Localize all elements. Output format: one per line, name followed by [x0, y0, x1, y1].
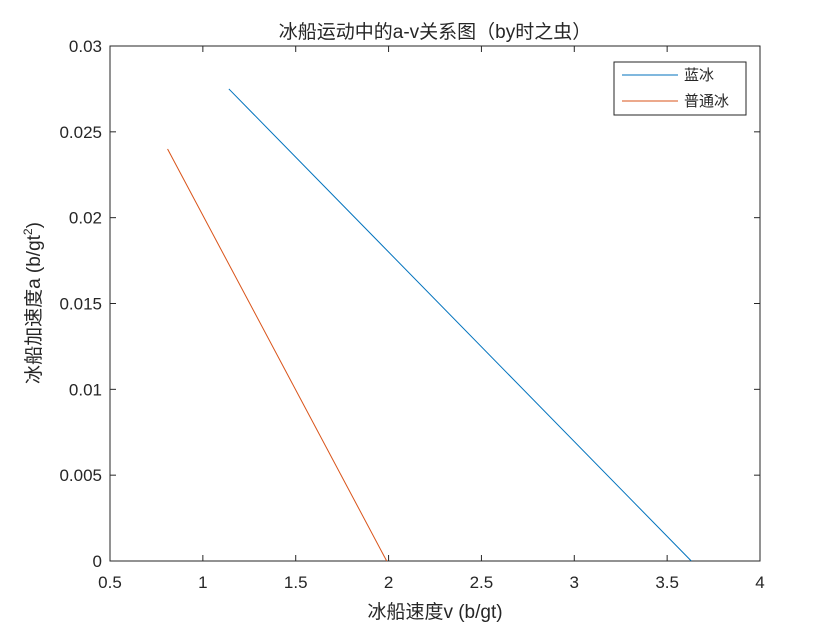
x-tick-label: 3.5 — [655, 573, 679, 592]
legend-box — [613, 61, 747, 116]
series-line-normal-ice — [167, 148, 388, 562]
series-group — [167, 88, 692, 562]
y-axis-title: 冰船加速度a (b/gt2) — [21, 222, 45, 384]
chart-title: 冰船运动中的a-v关系图（by时之虫） — [279, 21, 591, 43]
x-axis-title: 冰船速度v (b/gt) — [367, 601, 502, 623]
x-tick-label: 0.5 — [98, 573, 122, 592]
y-tick-label: 0 — [93, 552, 102, 571]
x-tick-label: 4 — [755, 573, 764, 592]
y-axis-ticks: 0 0.005 0.01 0.015 0.02 0.025 0.03 — [59, 37, 760, 571]
x-tick-label: 3 — [570, 573, 579, 592]
legend-label-normal-ice: 普通冰 — [684, 93, 729, 110]
x-tick-label: 1.5 — [284, 573, 308, 592]
y-tick-label: 0.02 — [69, 209, 102, 228]
x-tick-label: 2.5 — [470, 573, 494, 592]
legend: 蓝冰 普通冰 — [613, 61, 747, 116]
y-tick-label: 0.015 — [59, 295, 102, 314]
x-axis-ticks: 0.5 1 1.5 2 2.5 3 3.5 4 — [98, 46, 765, 592]
y-axis-title-main: 冰船加速度a (b/gt — [23, 234, 45, 384]
x-tick-label: 1 — [198, 573, 207, 592]
y-tick-label: 0.005 — [59, 466, 102, 485]
plot-area — [109, 45, 761, 562]
y-tick-label: 0.025 — [59, 123, 102, 142]
series-line-blue-ice — [228, 88, 692, 562]
y-tick-label: 0.03 — [69, 37, 102, 56]
x-tick-label: 2 — [384, 573, 393, 592]
y-tick-label: 0.01 — [69, 380, 102, 399]
y-axis-title-superscript: 2 — [21, 228, 35, 235]
legend-label-blue-ice: 蓝冰 — [684, 67, 714, 84]
y-axis-title-close: ) — [24, 222, 45, 228]
